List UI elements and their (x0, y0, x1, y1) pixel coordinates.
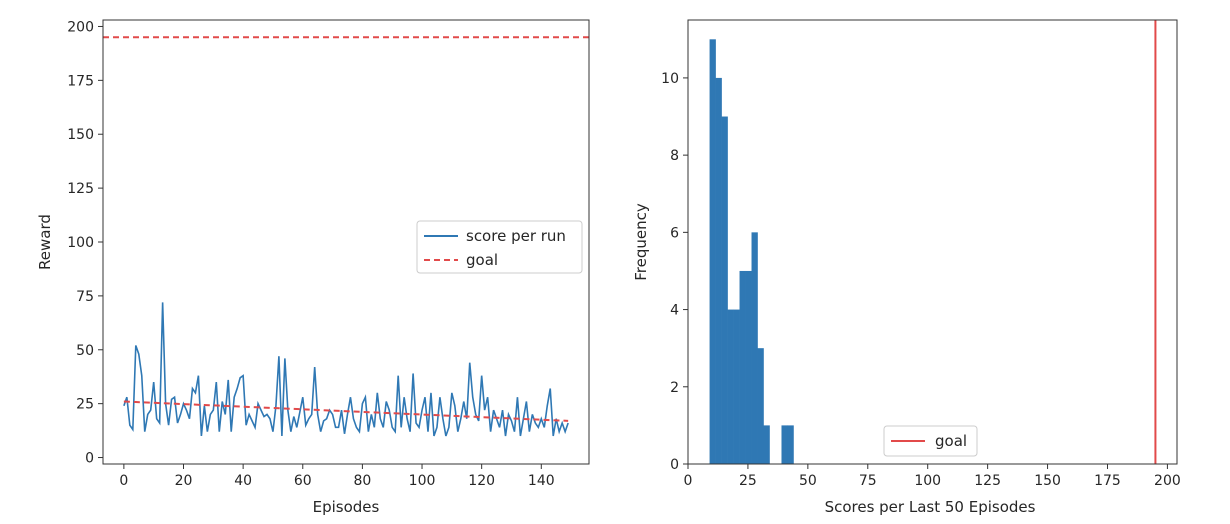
y-tick-label: 150 (67, 127, 94, 143)
x-tick-label: 20 (175, 473, 193, 489)
histogram-bar (733, 309, 740, 464)
y-tick-label: 6 (670, 225, 679, 241)
histogram-bar (715, 77, 722, 465)
score-line-chart: 0 20 40 60 80 100 120 140 0 25 50 75 100 125 150 175 20… (36, 19, 590, 516)
x-tick-label: 200 (1154, 473, 1181, 489)
right-legend: goal (883, 425, 978, 457)
histogram-bar (751, 232, 758, 464)
histogram-bar (757, 348, 764, 464)
x-tick-label: 40 (234, 473, 252, 489)
x-tick-label: 100 (409, 473, 436, 489)
series-line-score-per-run (123, 302, 569, 437)
right-x-axis: 0 25 50 75 100 125 150 175 200 (684, 464, 1181, 489)
histogram-bar (739, 270, 746, 464)
y-tick-label: 0 (85, 451, 94, 467)
y-tick-label: 0 (670, 457, 679, 473)
x-tick-label: 100 (914, 473, 941, 489)
x-tick-label: 125 (974, 473, 1001, 489)
x-tick-label: 25 (739, 473, 757, 489)
score-histogram-chart: 0 25 50 75 100 125 150 175 200 0 2 4 6 8 10 Scores pe… (632, 19, 1181, 516)
left-x-axis-label: Episodes (313, 498, 380, 516)
left-y-axis-label: Reward (36, 214, 54, 270)
y-tick-label: 10 (661, 71, 679, 87)
y-tick-label: 75 (76, 289, 94, 305)
histogram-bar (745, 270, 752, 464)
right-axes-frame (687, 19, 1178, 465)
y-tick-label: 175 (67, 73, 94, 89)
x-tick-label: 175 (1094, 473, 1121, 489)
y-tick-label: 2 (670, 380, 679, 396)
trend-line (123, 400, 569, 422)
left-y-axis: 0 25 50 75 100 125 150 175 200 (67, 19, 103, 467)
left-legend-box (416, 220, 583, 274)
x-tick-label: 140 (528, 473, 555, 489)
y-tick-label: 8 (670, 148, 679, 164)
left-plot-area (103, 36, 589, 437)
legend-label-score-per-run: score per run (466, 227, 566, 245)
right-y-axis-label: Frequency (632, 203, 650, 281)
y-tick-label: 50 (76, 343, 94, 359)
x-tick-label: 0 (119, 473, 128, 489)
histogram-bar (727, 309, 734, 464)
x-tick-label: 80 (353, 473, 371, 489)
histogram-bar (721, 116, 728, 465)
x-tick-label: 0 (684, 473, 693, 489)
histogram-bar (781, 425, 788, 464)
x-tick-label: 60 (294, 473, 312, 489)
right-y-axis: 0 2 4 6 8 10 (661, 71, 688, 473)
y-tick-label: 125 (67, 181, 94, 197)
right-x-axis-label: Scores per Last 50 Episodes (825, 498, 1036, 516)
histogram-bar (763, 425, 770, 464)
legend-label-goal: goal (466, 251, 498, 269)
legend-label-goal-vline: goal (935, 432, 967, 450)
right-legend-box (883, 425, 978, 457)
histogram-bar (787, 425, 794, 464)
y-tick-label: 100 (67, 235, 94, 251)
x-tick-label: 150 (1034, 473, 1061, 489)
x-tick-label: 120 (468, 473, 495, 489)
x-tick-label: 75 (859, 473, 877, 489)
right-plot-area (709, 20, 1157, 465)
x-tick-label: 50 (799, 473, 817, 489)
histogram-bar (709, 39, 716, 464)
y-tick-label: 200 (67, 19, 94, 35)
left-legend: score per run goal (416, 220, 583, 274)
y-tick-label: 4 (670, 303, 679, 319)
y-tick-label: 25 (76, 397, 94, 413)
left-x-axis: 0 20 40 60 80 100 120 140 (119, 464, 555, 489)
